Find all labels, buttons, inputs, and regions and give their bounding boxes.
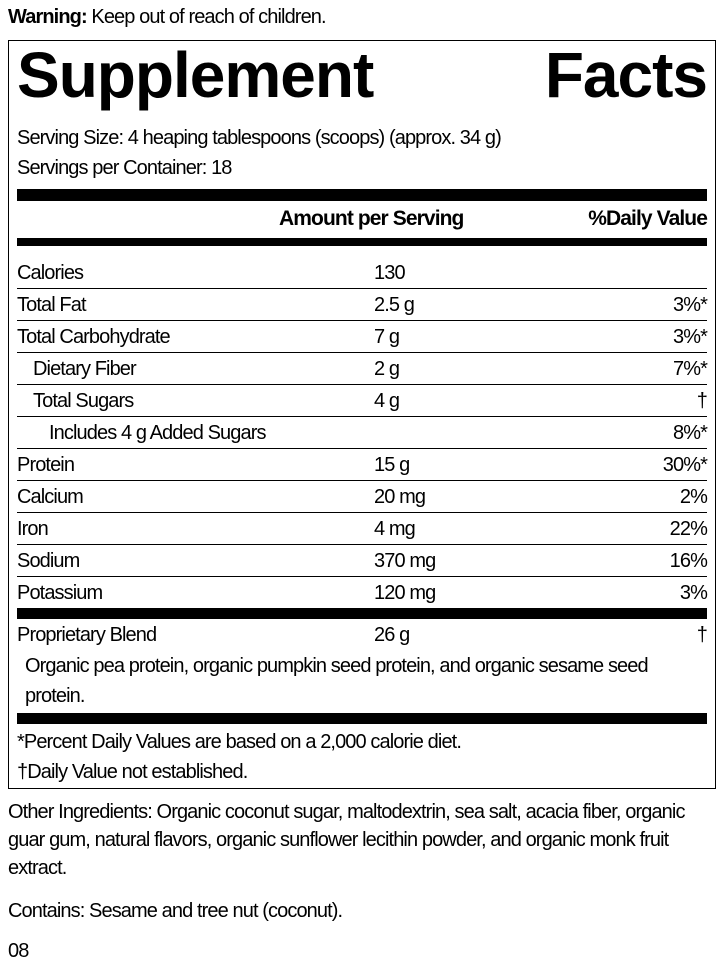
servings-per-container: Servings per Container: 18 bbox=[17, 157, 232, 179]
nutrient-name: Potassium bbox=[17, 582, 103, 604]
nutrient-dv: † bbox=[696, 390, 708, 412]
nutrient-name: Iron bbox=[17, 518, 49, 540]
nutrient-name: Dietary Fiber bbox=[33, 358, 137, 380]
nutrient-row: Total Sugars 4 g † bbox=[17, 385, 708, 417]
nutrient-row: Dietary Fiber 2 g 7%* bbox=[17, 353, 708, 385]
serving-info: Serving Size: 4 heaping tablespoons (sco… bbox=[17, 123, 502, 183]
nutrient-dv: 3% bbox=[679, 582, 708, 604]
nutrient-amount: 15 g bbox=[374, 454, 410, 476]
warning-label: Warning: bbox=[8, 6, 88, 28]
proprietary-blend: Proprietary Blend 26 g † bbox=[17, 619, 708, 651]
supplement-facts-panel: Supplement Facts Serving Size: 4 heaping … bbox=[8, 39, 716, 789]
blend-name: Proprietary Blend bbox=[17, 624, 157, 646]
nutrient-row: Includes 4 g Added Sugars 8%* bbox=[17, 417, 708, 449]
title-word: Supplement bbox=[17, 39, 374, 111]
other-ingredients: Other Ingredients: Organic coconut sugar… bbox=[8, 801, 685, 879]
label-code: 08 bbox=[8, 940, 29, 962]
blend-amount: 26 g bbox=[374, 624, 410, 646]
nutrient-amount: 120 mg bbox=[374, 582, 436, 604]
nutrient-amount: 20 mg bbox=[374, 486, 426, 508]
amount-header: Amount per Serving bbox=[279, 207, 464, 230]
nutrient-table: Calories 130 Total Fat 2.5 g 3%* Total Carboh… bbox=[17, 257, 708, 609]
nutrient-amount: 4 g bbox=[374, 390, 400, 412]
nutrient-row: Calories 130 bbox=[17, 257, 707, 289]
nutrient-name: Sodium bbox=[17, 550, 80, 572]
footnotes: *Percent Daily Values are based on a 2,0… bbox=[17, 727, 462, 787]
divider bbox=[17, 189, 707, 201]
nutrient-row: Total Carbohydrate 7 g 3%* bbox=[17, 321, 708, 353]
nutrient-name: Calories bbox=[17, 262, 84, 284]
nutrient-row: Potassium 120 mg 3% bbox=[17, 577, 708, 609]
nutrient-amount: 7 g bbox=[374, 326, 400, 348]
warning: Warning: Keep out of reach of children. bbox=[8, 6, 327, 29]
nutrient-name: Total Carbohydrate bbox=[17, 326, 171, 348]
footnote: *Percent Daily Values are based on a 2,0… bbox=[17, 731, 462, 753]
nutrient-name: Protein bbox=[17, 454, 75, 476]
nutrient-amount: 2 g bbox=[374, 358, 400, 380]
nutrient-name: Total Sugars bbox=[33, 390, 134, 412]
nutrient-row: Total Fat 2.5 g 3%* bbox=[17, 289, 708, 321]
nutrient-name: Calcium bbox=[17, 486, 84, 508]
dv-header: %Daily Value bbox=[588, 207, 708, 230]
nutrient-amount: 4 mg bbox=[374, 518, 416, 540]
nutrient-dv: 22% bbox=[669, 518, 708, 540]
nutrient-dv: 30%* bbox=[662, 454, 708, 476]
column-header: Amount per Serving %Daily Value bbox=[17, 203, 708, 239]
nutrient-name: Includes 4 g Added Sugars bbox=[49, 422, 266, 444]
nutrient-amount: 2.5 g bbox=[374, 294, 415, 316]
nutrient-row: Protein 15 g 30%* bbox=[17, 449, 708, 481]
divider bbox=[17, 713, 707, 724]
nutrient-amount: 370 mg bbox=[374, 550, 436, 572]
nutrient-row: Sodium 370 mg 16% bbox=[17, 545, 708, 577]
nutrient-dv: 8%* bbox=[673, 422, 708, 444]
nutrient-dv: 7%* bbox=[673, 358, 708, 380]
serving-size: Serving Size: 4 heaping tablespoons (sco… bbox=[17, 127, 502, 149]
allergen-statement: Contains: Sesame and tree nut (coconut). bbox=[8, 900, 343, 922]
warning-text: Keep out of reach of children. bbox=[91, 6, 326, 28]
divider bbox=[17, 608, 707, 619]
nutrient-amount: 130 bbox=[374, 262, 406, 284]
nutrient-row: Iron 4 mg 22% bbox=[17, 513, 708, 545]
blend-dv: † bbox=[696, 624, 708, 646]
divider bbox=[17, 238, 707, 246]
blend-description: Organic pea protein, organic pumpkin see… bbox=[25, 655, 649, 707]
nutrient-dv: 2% bbox=[679, 486, 708, 508]
panel-title: Supplement Facts bbox=[17, 35, 708, 115]
title-word: Facts bbox=[544, 39, 708, 111]
nutrient-dv: 16% bbox=[669, 550, 708, 572]
nutrient-dv: 3%* bbox=[673, 294, 708, 316]
nutrient-name: Total Fat bbox=[17, 294, 87, 316]
nutrient-dv: 3%* bbox=[673, 326, 708, 348]
footnote: †Daily Value not established. bbox=[17, 761, 248, 783]
nutrient-row: Calcium 20 mg 2% bbox=[17, 481, 708, 513]
